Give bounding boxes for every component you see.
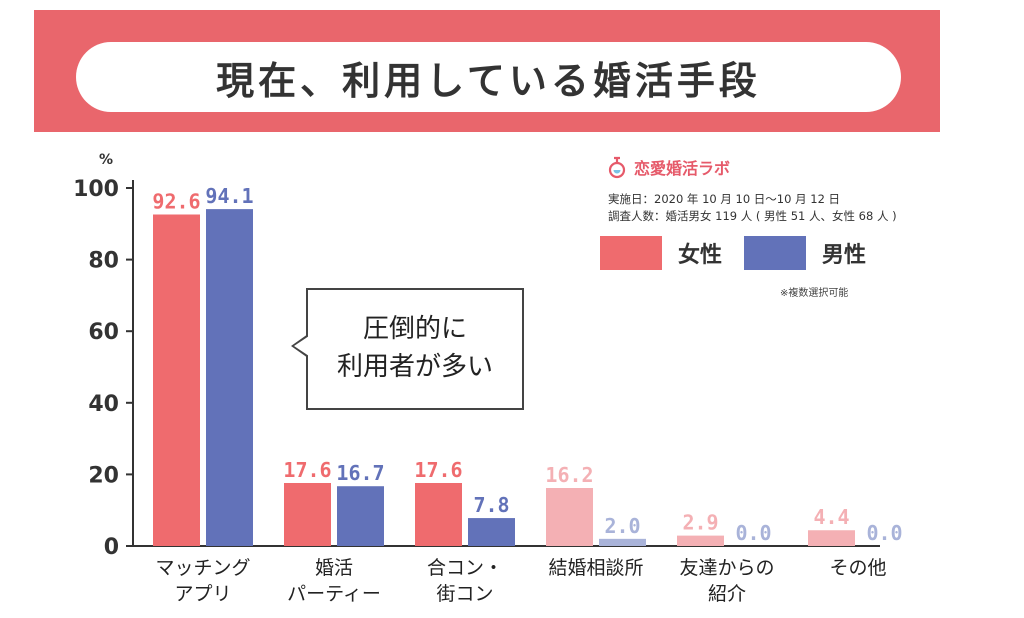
x-tick-label: 紹介 bbox=[708, 583, 746, 605]
data-label: 16.7 bbox=[336, 461, 384, 485]
data-label: 94.1 bbox=[205, 184, 253, 208]
data-label: 2.9 bbox=[682, 511, 718, 535]
data-label: 7.8 bbox=[473, 493, 509, 517]
y-tick-label: 0 bbox=[104, 535, 119, 560]
legend-label-male: 男性 bbox=[822, 243, 867, 268]
bar-male-3 bbox=[599, 538, 646, 546]
flask-icon bbox=[608, 156, 626, 179]
data-label: 16.2 bbox=[545, 463, 593, 487]
data-label: 17.6 bbox=[283, 458, 331, 482]
data-label: 0.0 bbox=[866, 521, 902, 545]
bar-male-0 bbox=[206, 209, 253, 546]
data-label: 92.6 bbox=[152, 189, 200, 213]
bar-female-3 bbox=[546, 488, 593, 546]
bar-female-1 bbox=[284, 482, 331, 546]
y-unit-label: % bbox=[99, 152, 113, 168]
bar-female-0 bbox=[153, 214, 200, 546]
x-tick-label: 婚活 bbox=[315, 557, 353, 579]
callout-line-2: 利用者が多い bbox=[336, 352, 493, 382]
legend-swatch-male bbox=[744, 236, 807, 270]
x-tick-label: 結婚相談所 bbox=[548, 557, 643, 579]
x-tick-label: 街コン bbox=[436, 583, 493, 605]
y-tick-label: 60 bbox=[88, 320, 119, 345]
callout-box: 圧倒的に 利用者が多い bbox=[291, 288, 524, 410]
x-tick-label: 合コン・ bbox=[427, 557, 503, 579]
chart-title: 現在、利用している婚活手段 bbox=[76, 42, 901, 112]
y-tick-label: 20 bbox=[88, 463, 119, 488]
bar-male-1 bbox=[337, 486, 384, 546]
survey-period: 実施日：2020 年 10 月 10 日〜10 月 12 日 bbox=[608, 192, 841, 206]
x-tick-label: アプリ bbox=[174, 583, 231, 605]
bar-female-5 bbox=[808, 530, 855, 546]
bar-female-4 bbox=[677, 535, 724, 546]
data-label: 4.4 bbox=[813, 505, 849, 529]
x-tick-label: マッチング bbox=[155, 557, 250, 579]
legend-swatch-female bbox=[600, 236, 662, 270]
x-tick-label: 友達からの bbox=[679, 557, 774, 579]
y-tick-label: 80 bbox=[88, 249, 119, 274]
data-label: 17.6 bbox=[414, 458, 462, 482]
data-label: 2.0 bbox=[604, 514, 640, 538]
data-label: 0.0 bbox=[735, 521, 771, 545]
y-tick-label: 40 bbox=[88, 392, 119, 417]
bar-female-2 bbox=[415, 482, 462, 546]
multiple-choice-note: ※複数選択可能 bbox=[780, 288, 849, 299]
legend-label-female: 女性 bbox=[678, 243, 723, 268]
survey-respondents: 調査人数：婚活男女 119 人 ( 男性 51 人、女性 68 人 ) bbox=[608, 209, 897, 223]
survey-info: 実施日：2020 年 10 月 10 日〜10 月 12 日 調査人数：婚活男女… bbox=[608, 191, 897, 225]
bar-male-2 bbox=[468, 518, 515, 546]
title-banner: 現在、利用している婚活手段 bbox=[34, 10, 940, 132]
brand-name: 恋愛婚活ラボ bbox=[634, 159, 731, 178]
legend: 女性 男性 bbox=[600, 236, 888, 270]
x-tick-label: その他 bbox=[829, 557, 886, 579]
brand-logo: 恋愛婚活ラボ bbox=[605, 155, 730, 179]
x-tick-label: パーティー bbox=[287, 583, 381, 605]
y-tick-label: 100 bbox=[73, 177, 119, 202]
callout-line-1: 圧倒的に bbox=[362, 314, 467, 345]
